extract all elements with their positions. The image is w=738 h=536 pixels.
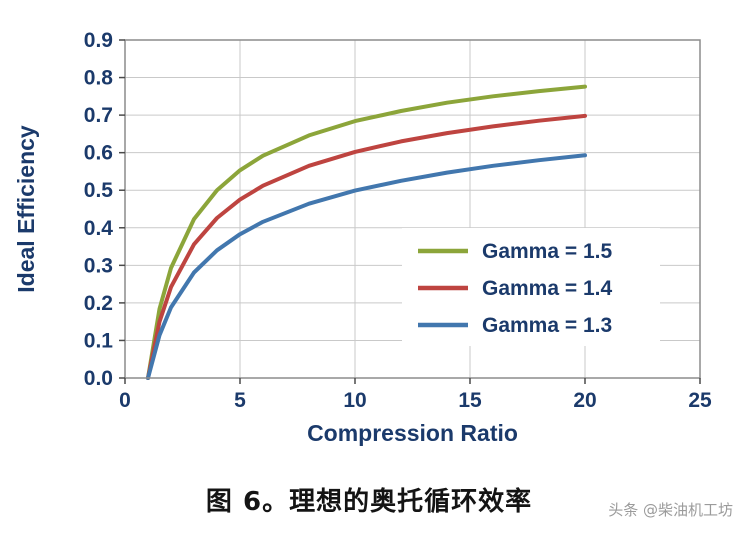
y-tick-label: 0.7	[84, 104, 113, 127]
figure-caption: 图 6。理想的奥托循环效率	[205, 487, 533, 517]
legend-label-2: Gamma = 1.3	[482, 314, 612, 337]
efficiency-chart: 0 5 10 15 20 25 0.0 0.1 0.2 0.3 0.4 0.5 0.6 0.7 0.8 0.9…	[13, 29, 712, 446]
tick-labels: 0 5 10 15 20 25 0.0 0.1 0.2 0.3 0.4 0.5 0.6 0.7 0.8 0.9	[84, 29, 712, 412]
legend-label-1: Gamma = 1.4	[482, 277, 612, 300]
curve-series-0	[146, 84, 587, 380]
plot-border	[124, 39, 701, 379]
y-axis-label: Ideal Efficiency	[13, 125, 39, 293]
x-tick-label: 10	[343, 389, 366, 412]
y-tick-label: 0.6	[84, 142, 113, 165]
y-tick-label: 0.2	[84, 292, 113, 315]
x-axis-label: Compression Ratio	[307, 420, 518, 446]
y-tick-label: 0.1	[84, 329, 114, 352]
curve-series-2	[146, 153, 587, 380]
watermark: 头条 @柴油机工坊	[608, 501, 733, 519]
series-curves	[146, 84, 587, 380]
x-tick-label: 25	[688, 389, 712, 412]
tick-marks	[119, 39, 701, 384]
x-tick-label: 15	[458, 389, 482, 412]
y-tick-label: 0.4	[84, 217, 114, 240]
x-tick-label: 20	[573, 389, 596, 412]
legend: Gamma = 1.5 Gamma = 1.4 Gamma = 1.3	[402, 228, 660, 346]
x-tick-label: 5	[234, 389, 246, 412]
y-tick-label: 0.8	[84, 67, 114, 90]
curve-series-1	[146, 113, 587, 380]
chart-canvas: 0 5 10 15 20 25 0.0 0.1 0.2 0.3 0.4 0.5 0.6 0.7 0.8 0.9…	[13, 29, 712, 446]
y-tick-label: 0.5	[84, 179, 114, 202]
legend-label-0: Gamma = 1.5	[482, 240, 612, 263]
y-tick-label: 0.9	[84, 29, 113, 52]
y-tick-label: 0.3	[84, 254, 113, 277]
x-tick-label: 0	[119, 389, 131, 412]
y-tick-label: 0.0	[84, 367, 113, 390]
